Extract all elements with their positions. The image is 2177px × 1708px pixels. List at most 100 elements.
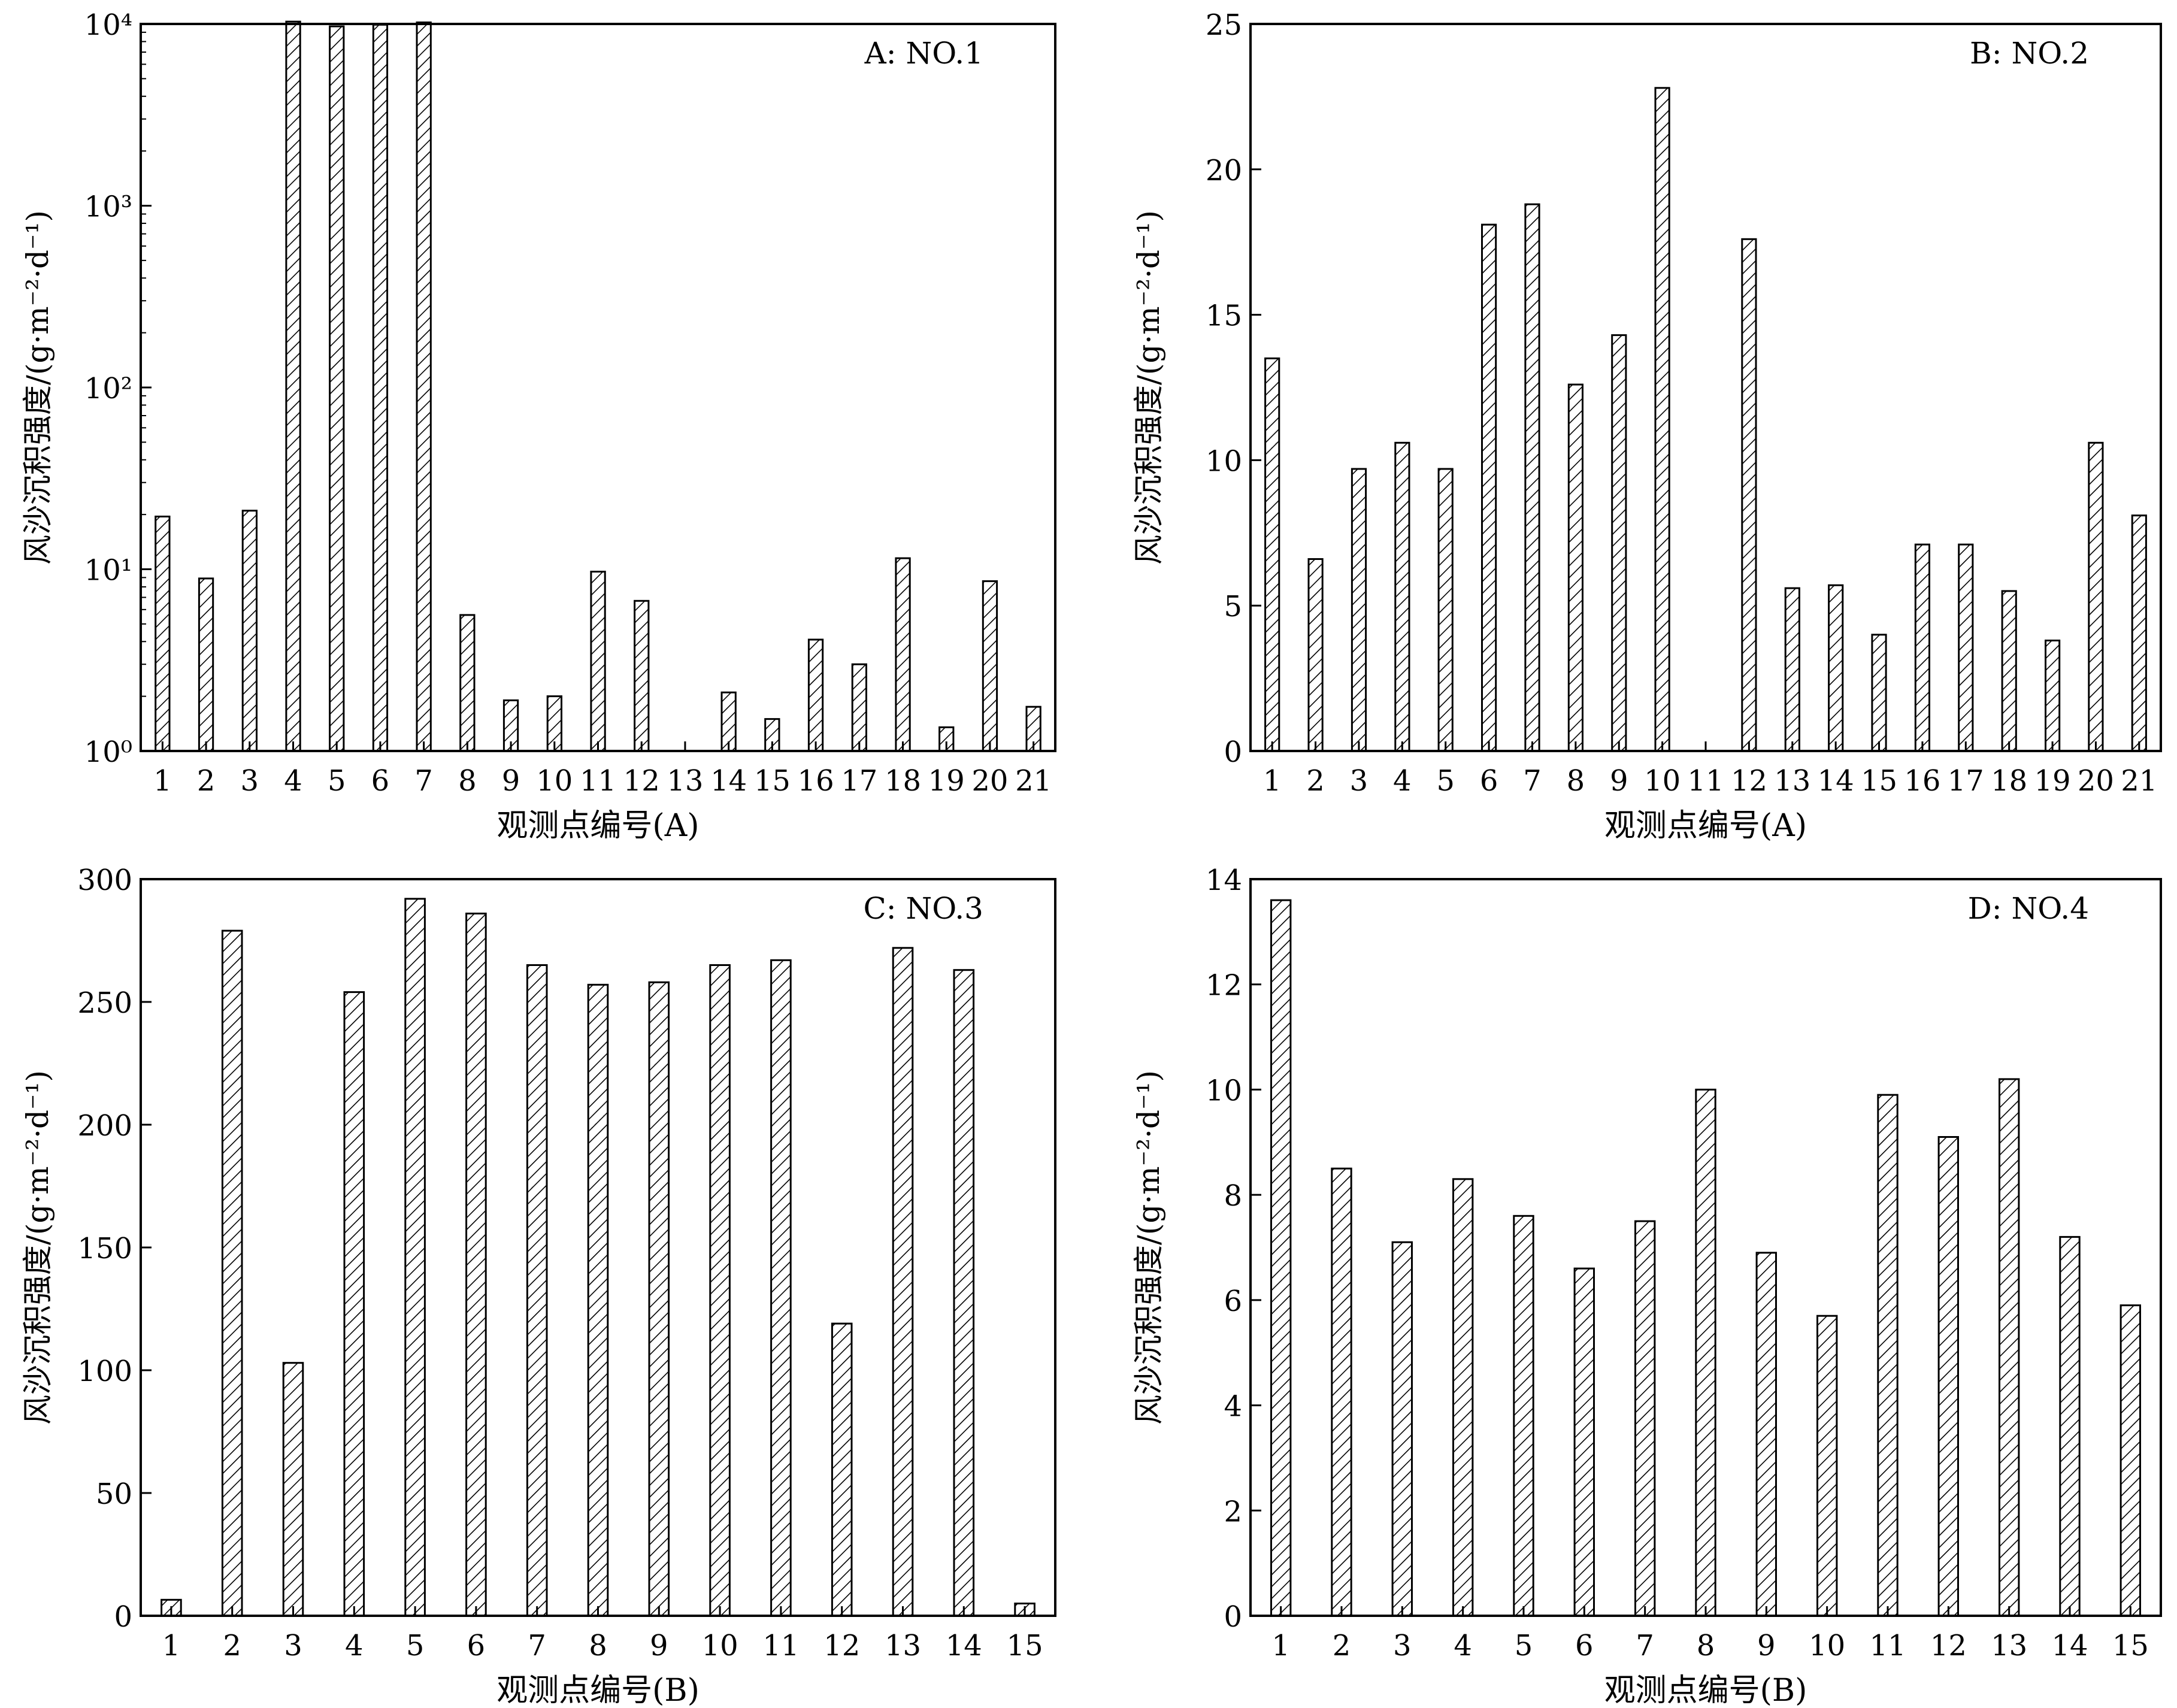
x-tick-label: 7 [528, 1629, 546, 1662]
y-tick-label: 10² [84, 372, 132, 405]
y-tick-label: 8 [1224, 1179, 1242, 1213]
y-tick-label: 0 [1224, 735, 1242, 769]
bar [2131, 514, 2147, 752]
bar [1264, 357, 1280, 752]
bar [1828, 584, 1844, 752]
x-tick-label: 18 [885, 764, 921, 798]
x-tick-label: 3 [1393, 1629, 1412, 1662]
bar [1937, 1136, 1960, 1617]
x-tick-label: 8 [458, 764, 477, 798]
bar [1394, 441, 1410, 752]
bar [285, 20, 301, 752]
x-tick-label: 5 [406, 1629, 425, 1662]
y-tick-label: 10⁰ [84, 735, 132, 769]
x-tick-label: 5 [328, 764, 346, 798]
x-tick-label: 14 [2051, 1629, 2088, 1662]
bar [1611, 334, 1627, 752]
bar [1871, 634, 1887, 752]
bar [895, 557, 911, 752]
y-tick-label: 10¹ [84, 554, 132, 587]
bar [221, 929, 243, 1617]
x-tick-label: 2 [197, 764, 216, 798]
x-axis-label: 观测点编号(A) [1604, 808, 1807, 844]
bar [2120, 1304, 2142, 1617]
panel-title: A: NO.1 [864, 36, 983, 71]
bar [1573, 1267, 1595, 1617]
plot-frame [1249, 23, 2162, 752]
bar [770, 959, 792, 1617]
bar [1307, 558, 1324, 752]
bar [1634, 1220, 1656, 1617]
x-tick-label: 15 [1861, 764, 1897, 798]
x-tick-label: 19 [2034, 764, 2071, 798]
y-tick-label: 12 [1206, 969, 1242, 1003]
y-axis-label: 风沙沉积强度/(g·m⁻²·d⁻¹) [20, 210, 55, 565]
x-tick-label: 10 [1644, 764, 1681, 798]
y-tick-label: 4 [1224, 1390, 1242, 1424]
x-tick-label: 7 [1636, 1629, 1654, 1662]
x-tick-label: 12 [1930, 1629, 1967, 1662]
bar [404, 898, 426, 1617]
x-axis-label: 观测点编号(A) [496, 808, 699, 844]
bar [198, 577, 214, 752]
x-axis-label: 观测点编号(B) [1604, 1673, 1807, 1708]
x-tick-label: 7 [1523, 764, 1542, 798]
x-tick-label: 1 [162, 1629, 181, 1662]
bar [1999, 1078, 2020, 1617]
x-tick-label: 13 [885, 1629, 921, 1662]
y-tick-label: 100 [77, 1355, 132, 1388]
x-tick-label: 15 [2112, 1629, 2149, 1662]
chart-panel-b: 1 2 3 4 5 6 7 8 9 10 11 12 13 14 15 16 17 18 19 20 210510152… [1131, 8, 2162, 844]
x-tick-label: 11 [1869, 1629, 1906, 1662]
x-tick-label: 11 [580, 764, 616, 798]
bar [343, 991, 365, 1617]
bar [2045, 640, 2061, 752]
x-tick-label: 3 [1350, 764, 1368, 798]
bar [1755, 1252, 1778, 1617]
y-tick-label: 150 [77, 1232, 132, 1265]
panel-title: C: NO.3 [863, 891, 983, 926]
x-tick-label: 1 [1263, 764, 1282, 798]
bar [1391, 1241, 1413, 1617]
bar [1654, 87, 1670, 752]
y-tick-label: 6 [1224, 1285, 1242, 1318]
y-tick-label: 14 [1206, 864, 1242, 897]
x-tick-label: 16 [1904, 764, 1940, 798]
bar [372, 23, 389, 752]
x-tick-label: 10 [1809, 1629, 1845, 1662]
x-tick-label: 8 [1567, 764, 1585, 798]
bar [1481, 223, 1497, 752]
y-tick-label: 250 [77, 986, 132, 1020]
x-tick-label: 4 [1393, 764, 1412, 798]
x-tick-label: 6 [1480, 764, 1498, 798]
x-tick-label: 4 [345, 1629, 364, 1662]
chart-panel-c: 1 2 3 4 5 6 7 8 9 10 11 12 13 14 15050100150200250300C… [20, 864, 1056, 1708]
y-tick-label: 10⁴ [84, 8, 132, 42]
x-tick-label: 17 [841, 764, 877, 798]
x-tick-label: 13 [667, 764, 703, 798]
y-tick-label: 15 [1206, 299, 1242, 333]
bar [416, 21, 432, 752]
bar [982, 580, 998, 752]
bar [1524, 203, 1540, 752]
x-tick-label: 2 [1306, 764, 1325, 798]
bar [1351, 468, 1367, 752]
bar [526, 964, 548, 1617]
y-tick-label: 10 [1206, 444, 1242, 478]
x-tick-label: 1 [1271, 1629, 1290, 1662]
x-tick-label: 21 [1015, 764, 1052, 798]
bar [282, 1362, 304, 1617]
bar [953, 969, 975, 1617]
y-tick-label: 50 [96, 1477, 132, 1511]
chart-panel-a: 1 2 3 4 5 6 7 8 9 10 11 12 13 14 15 16 17 18 19 20 2110⁰10¹1… [20, 8, 1056, 844]
y-tick-label: 10³ [84, 190, 132, 224]
bar [1452, 1178, 1474, 1617]
bar [709, 964, 731, 1617]
x-tick-label: 2 [1333, 1629, 1351, 1662]
bar [459, 614, 476, 752]
bar [1567, 383, 1584, 752]
bar [648, 981, 670, 1617]
x-tick-label: 14 [710, 764, 747, 798]
bar [241, 510, 258, 752]
x-tick-label: 10 [536, 764, 573, 798]
